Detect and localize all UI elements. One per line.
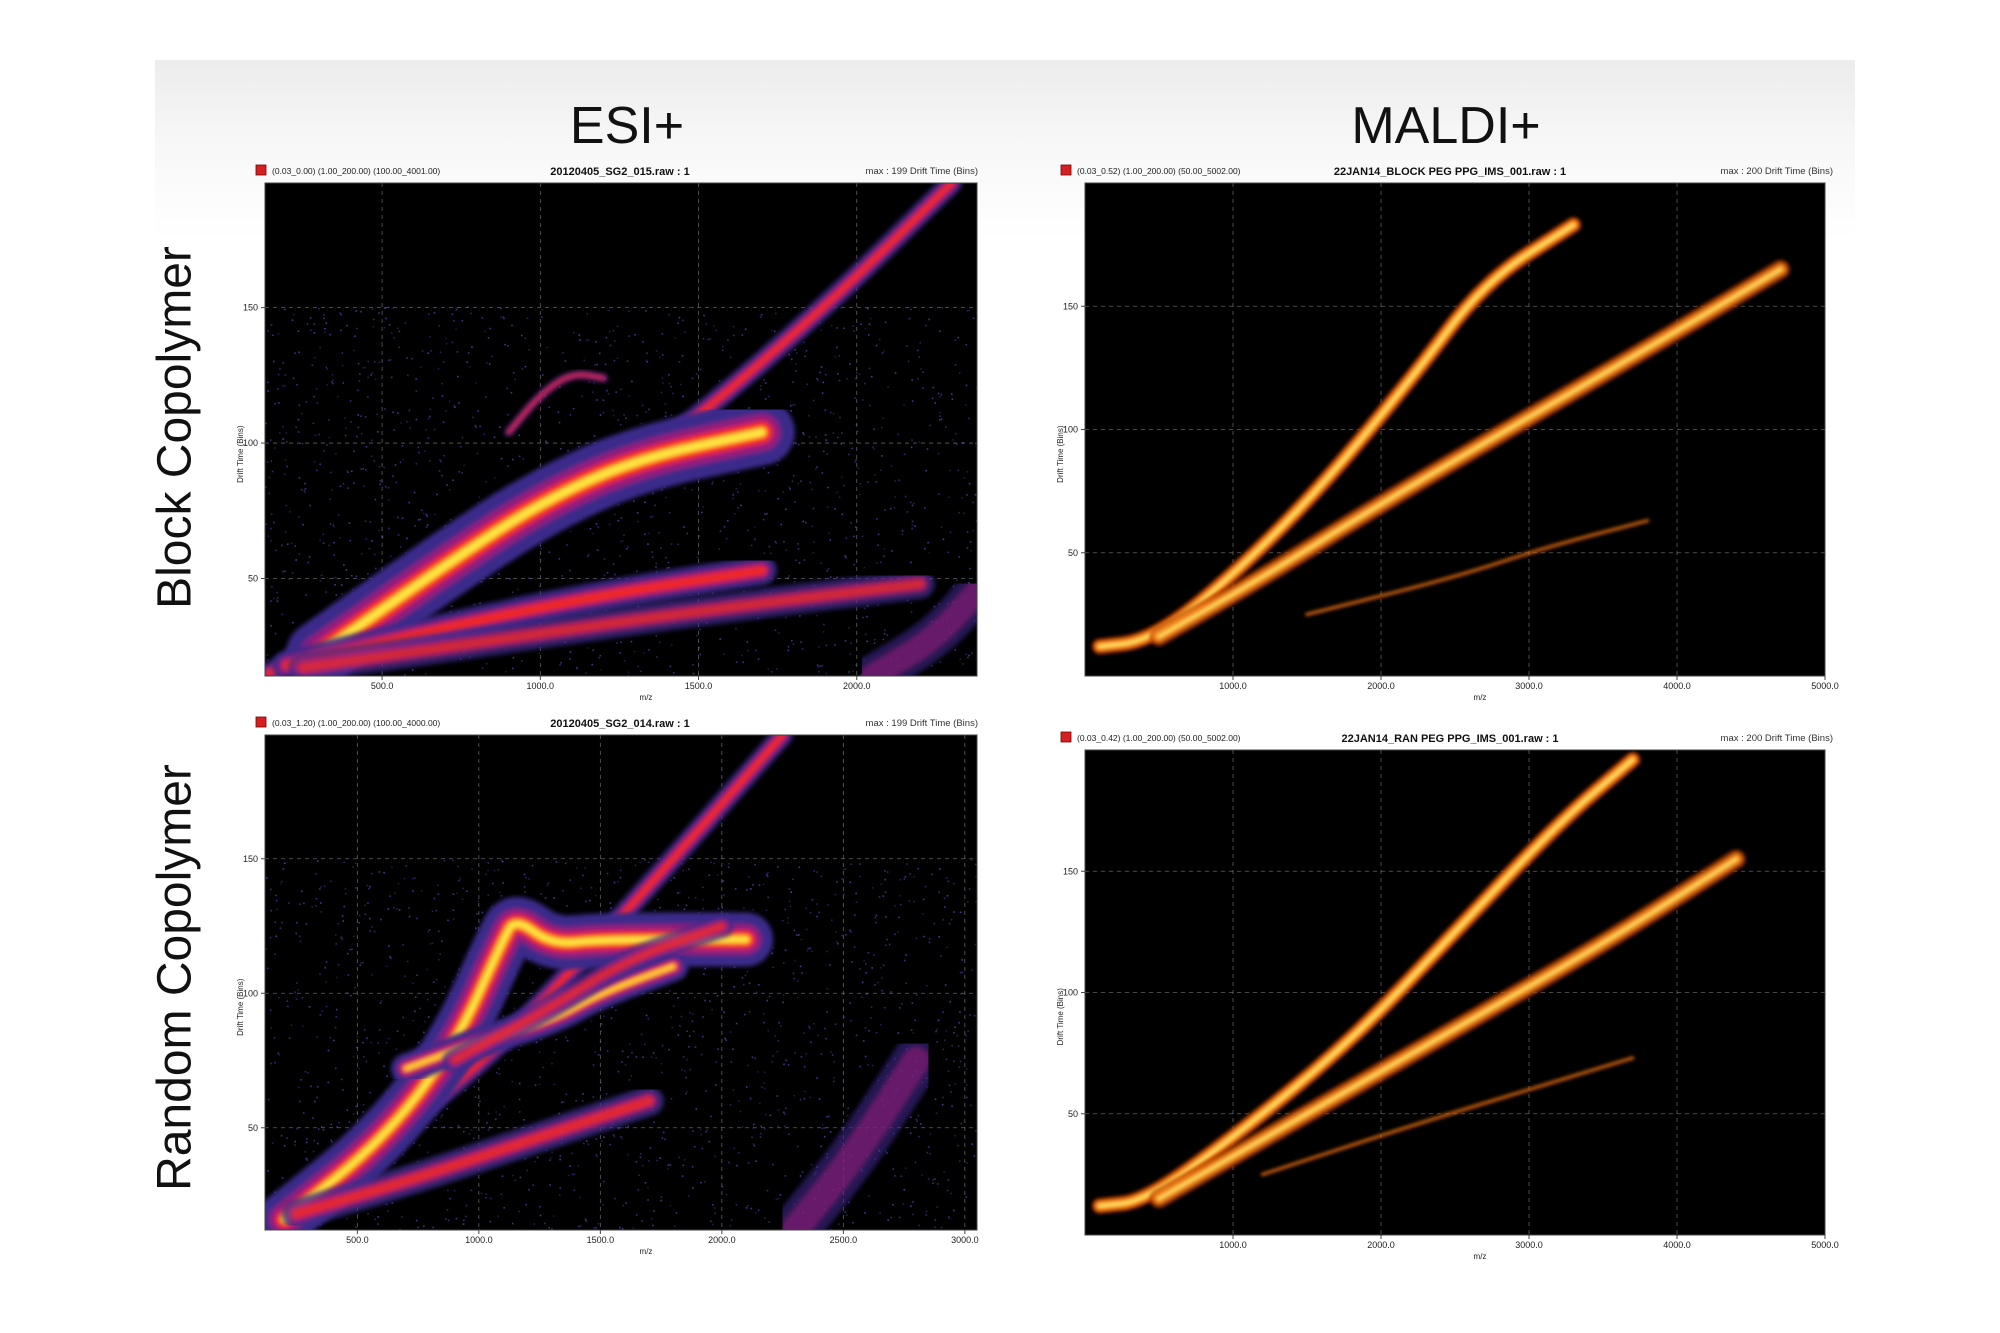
row-title-block: Block Copolymer	[148, 246, 202, 609]
heat-band-2	[265, 896, 774, 1230]
x-tick-label: 3000.0	[1515, 681, 1543, 691]
chart-svg: (0.03_1.20) (1.00_200.00) (100.00_4000.0…	[236, 716, 979, 1256]
chart-svg: (0.03_0.52) (1.00_200.00) (50.00_5002.00…	[1056, 164, 1839, 702]
heat-band-1	[1091, 216, 1582, 655]
x-tick-label: 4000.0	[1663, 1240, 1691, 1250]
y-tick-label: 150	[243, 854, 258, 864]
max-drift-label: max : 200 Drift Time (Bins)	[1721, 166, 1833, 177]
heat-band-3	[1304, 518, 1650, 617]
legend-swatch	[1060, 731, 1072, 743]
header-range-text: (0.03_1.20) (1.00_200.00) (100.00_4000.0…	[272, 718, 440, 728]
y-tick-label: 50	[1068, 1109, 1078, 1119]
chart-panel-maldi-block: (0.03_0.52) (1.00_200.00) (50.00_5002.00…	[1045, 158, 1845, 703]
x-tick-label: 1500.0	[587, 1235, 615, 1245]
x-tick-label: 2000.0	[843, 681, 871, 691]
chart-title: 22JAN14_BLOCK PEG PPG_IMS_001.raw : 1	[1334, 166, 1566, 178]
legend-swatch	[255, 164, 267, 176]
x-tick-label: 1000.0	[527, 681, 555, 691]
heat-band-4	[287, 568, 936, 676]
chart-svg: (0.03_0.42) (1.00_200.00) (50.00_5002.00…	[1056, 731, 1839, 1261]
x-tick-label: 1000.0	[1219, 681, 1247, 691]
heat-band-6	[851, 571, 977, 676]
plot-frame	[264, 182, 978, 677]
x-tick-label: 2000.0	[708, 1235, 736, 1245]
x-tick-label: 2000.0	[1367, 681, 1395, 691]
chart-title: 20120405_SG2_015.raw : 1	[550, 166, 689, 178]
y-tick-label: 100	[1063, 425, 1078, 435]
column-title-esi: ESI+	[569, 97, 685, 155]
heat-band-5	[504, 370, 609, 437]
y-tick-label: 100	[243, 438, 258, 448]
y-tick-label: 50	[248, 573, 258, 583]
heat-band-2	[285, 399, 795, 676]
heat-band-1	[1091, 751, 1641, 1214]
max-drift-label: max : 199 Drift Time (Bins)	[866, 166, 978, 177]
plot-frame	[264, 734, 978, 1231]
y-tick-label: 150	[1063, 866, 1078, 876]
x-tick-label: 5000.0	[1811, 681, 1839, 691]
y-tick-label: 50	[248, 1123, 258, 1133]
chart-title: 22JAN14_RAN PEG PPG_IMS_001.raw : 1	[1341, 733, 1558, 745]
legend-swatch	[1060, 164, 1072, 176]
x-axis-label: m/z	[1474, 693, 1487, 702]
x-tick-label: 2500.0	[830, 1235, 858, 1245]
chart-panel-esi-block: (0.03_0.00) (1.00_200.00) (100.00_4001.0…	[236, 158, 990, 703]
y-axis-label: Drift Time (Bins)	[1056, 425, 1065, 483]
x-tick-label: 3000.0	[951, 1235, 979, 1245]
chart-title: 20120405_SG2_014.raw : 1	[550, 718, 689, 730]
y-axis-label: Drift Time (Bins)	[236, 978, 245, 1036]
x-tick-label: 2000.0	[1367, 1240, 1395, 1250]
heat-band-6	[770, 1036, 941, 1230]
y-axis-label: Drift Time (Bins)	[236, 425, 245, 483]
header-range-text: (0.03_0.52) (1.00_200.00) (50.00_5002.00…	[1077, 166, 1241, 176]
max-drift-label: max : 200 Drift Time (Bins)	[1721, 733, 1833, 744]
y-axis-label: Drift Time (Bins)	[1056, 988, 1065, 1046]
row-title-random: Random Copolymer	[148, 764, 202, 1191]
chart-panel-esi-random: (0.03_1.20) (1.00_200.00) (100.00_4000.0…	[236, 710, 990, 1260]
x-axis-label: m/z	[1474, 1252, 1487, 1261]
x-tick-label: 5000.0	[1811, 1240, 1839, 1250]
y-tick-label: 100	[243, 988, 258, 998]
x-tick-label: 1000.0	[1219, 1240, 1247, 1250]
column-title-maldi: MALDI+	[1351, 97, 1541, 155]
y-tick-label: 150	[1063, 301, 1078, 311]
x-tick-label: 500.0	[346, 1235, 369, 1245]
x-tick-label: 1000.0	[465, 1235, 493, 1245]
chart-svg: (0.03_0.00) (1.00_200.00) (100.00_4001.0…	[236, 164, 978, 702]
x-tick-label: 3000.0	[1515, 1240, 1543, 1250]
y-tick-label: 100	[1063, 988, 1078, 998]
heat-band-5	[442, 914, 734, 1073]
chart-panel-maldi-random: (0.03_0.42) (1.00_200.00) (50.00_5002.00…	[1045, 725, 1845, 1265]
legend-swatch	[255, 716, 267, 728]
max-drift-label: max : 199 Drift Time (Bins)	[866, 718, 978, 729]
heat-band-4	[281, 1085, 664, 1229]
x-axis-label: m/z	[640, 693, 653, 702]
heat-band-2	[1149, 259, 1791, 647]
x-axis-label: m/z	[640, 1247, 653, 1256]
header-range-text: (0.03_0.00) (1.00_200.00) (100.00_4001.0…	[272, 166, 440, 176]
x-tick-label: 4000.0	[1663, 681, 1691, 691]
header-range-text: (0.03_0.42) (1.00_200.00) (50.00_5002.00…	[1077, 733, 1241, 743]
heat-band-2	[1149, 849, 1746, 1209]
y-tick-label: 50	[1068, 548, 1078, 558]
heat-band-3	[1260, 1055, 1635, 1177]
y-tick-label: 150	[243, 303, 258, 313]
x-tick-label: 500.0	[371, 681, 394, 691]
x-tick-label: 1500.0	[685, 681, 713, 691]
